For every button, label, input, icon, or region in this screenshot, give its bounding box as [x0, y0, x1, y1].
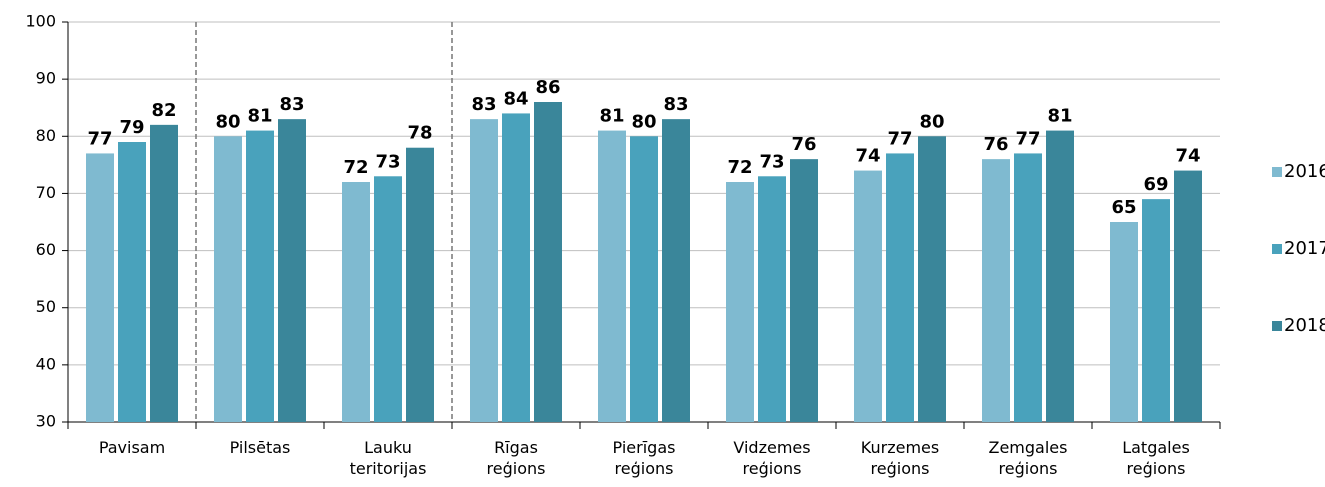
bar — [502, 113, 530, 422]
value-label: 72 — [343, 157, 368, 178]
value-label: 77 — [87, 128, 112, 149]
y-tick-label: 40 — [36, 354, 56, 373]
x-tick-label: Rīgas reģions — [486, 438, 546, 478]
value-label: 74 — [1175, 146, 1200, 167]
bar — [118, 142, 146, 422]
bar — [854, 170, 882, 422]
value-label: 65 — [1111, 197, 1136, 218]
legend-label: 2016 — [1284, 161, 1325, 182]
value-label: 69 — [1143, 174, 1168, 195]
x-tick-label: Pavisam — [98, 438, 166, 457]
legend-swatch — [1272, 244, 1282, 254]
y-tick-label: 90 — [36, 69, 56, 88]
bar — [1142, 199, 1170, 422]
value-label: 77 — [1015, 128, 1040, 149]
value-label: 73 — [375, 151, 400, 172]
value-label: 83 — [663, 94, 688, 115]
value-label: 78 — [407, 123, 432, 144]
bar — [278, 119, 306, 423]
bar — [470, 119, 498, 423]
y-tick-label: 50 — [36, 297, 56, 316]
value-label: 84 — [503, 88, 528, 109]
value-label: 81 — [599, 106, 624, 127]
bar — [1174, 170, 1202, 422]
legend-swatch — [1272, 321, 1282, 331]
bar — [598, 130, 626, 423]
value-label: 79 — [119, 117, 144, 138]
bar — [982, 159, 1010, 422]
y-tick-label: 80 — [36, 126, 56, 145]
value-label: 77 — [887, 128, 912, 149]
value-label: 76 — [791, 134, 816, 155]
x-tick-label: Pierīgas reģions — [612, 438, 676, 478]
value-label: 81 — [247, 106, 272, 127]
legend-label: 2018 — [1284, 315, 1325, 336]
x-tick-label: Latgales reģions — [1122, 438, 1190, 478]
bar — [86, 153, 114, 422]
bar — [630, 136, 658, 423]
y-tick-label: 100 — [25, 12, 56, 31]
x-tick-label: Zemgales reģions — [988, 438, 1068, 478]
y-tick-label: 70 — [36, 183, 56, 202]
value-label: 80 — [215, 111, 240, 132]
value-label: 80 — [631, 111, 656, 132]
x-tick-label: Lauku teritorijas — [349, 438, 427, 478]
bar — [374, 176, 402, 422]
bar — [342, 182, 370, 422]
value-label: 72 — [727, 157, 752, 178]
value-label: 82 — [151, 100, 176, 121]
legend-label: 2017 — [1284, 238, 1325, 259]
bar — [1046, 130, 1074, 423]
value-label: 80 — [919, 111, 944, 132]
bar — [406, 147, 434, 422]
value-label: 81 — [1047, 106, 1072, 127]
bar — [886, 153, 914, 422]
x-tick-label: Kurzemes reģions — [860, 438, 940, 478]
bar — [918, 136, 946, 423]
bar — [150, 124, 178, 422]
bar — [1110, 222, 1138, 422]
value-label: 83 — [279, 94, 304, 115]
y-tick-label: 30 — [36, 412, 56, 431]
bar — [726, 182, 754, 422]
bar — [662, 119, 690, 423]
y-tick-label: 60 — [36, 240, 56, 259]
bar — [246, 130, 274, 423]
bar — [1014, 153, 1042, 422]
legend-swatch — [1272, 167, 1282, 177]
bar — [214, 136, 242, 423]
value-label: 76 — [983, 134, 1008, 155]
bar — [758, 176, 786, 422]
bar — [790, 159, 818, 422]
value-label: 73 — [759, 151, 784, 172]
value-label: 83 — [471, 94, 496, 115]
x-tick-label: Vidzemes reģions — [733, 438, 811, 478]
bar — [534, 102, 562, 422]
value-label: 86 — [535, 77, 560, 98]
value-label: 74 — [855, 146, 880, 167]
x-tick-label: Pilsētas — [229, 438, 291, 457]
